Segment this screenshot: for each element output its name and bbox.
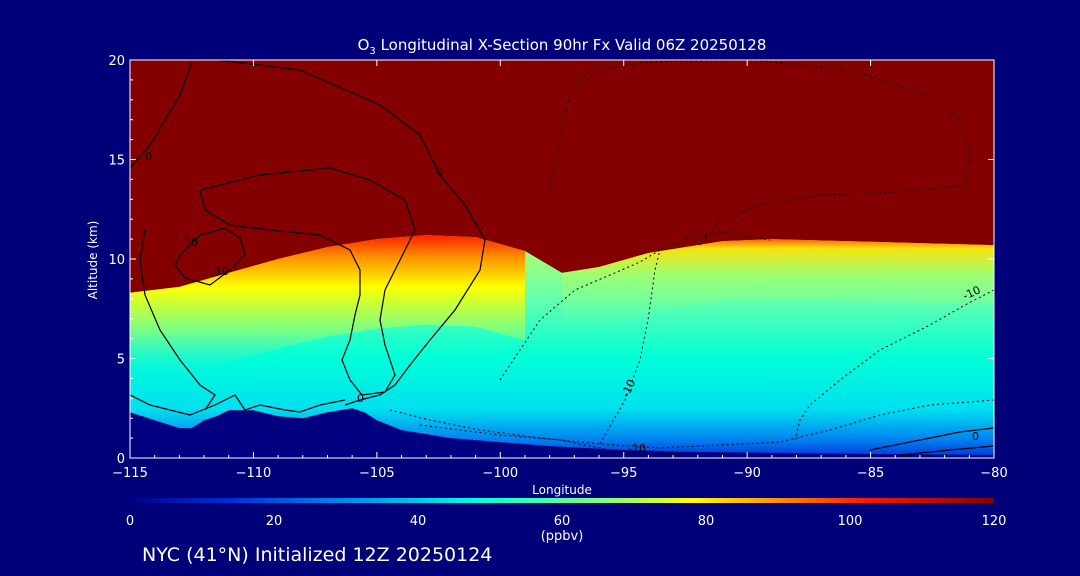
- x-axis-title: Longitude: [532, 483, 592, 497]
- x-tick-label: −100: [482, 466, 518, 481]
- east-transition-band: [562, 239, 994, 333]
- title-species: O: [358, 36, 370, 54]
- contour-minus-ten-low: [389, 399, 994, 449]
- contour-ten-inner: [174, 227, 246, 286]
- colorbar-tick-label: 120: [982, 514, 1007, 529]
- contour-zero-southwest-low: [130, 394, 346, 416]
- west-transition-band: [130, 235, 525, 383]
- contour-label-7: -10: [628, 442, 646, 455]
- colorbar-ticks: 0 20 40 60 80 100 120: [126, 514, 1007, 529]
- contour-label-2: 0: [357, 392, 364, 405]
- y-tick-label: 15: [108, 154, 125, 169]
- terrain-mask: [130, 408, 994, 458]
- title-rest: Longitudinal X-Section 90hr Fx Valid 06Z…: [376, 36, 767, 54]
- y-tick-label: 0: [117, 452, 125, 467]
- x-axis: −115 −110 −105 −100 −95 −90 −85 −80: [112, 60, 1008, 481]
- contour-lines: [130, 60, 994, 456]
- colorbar-tick-label: 100: [838, 514, 863, 529]
- contour-zero-east: [869, 427, 994, 451]
- contour-minus-ten-bottom: [419, 424, 681, 456]
- colorbar-unit: (ppbv): [541, 529, 584, 544]
- colorbar-tick-label: 0: [126, 514, 134, 529]
- colorbar-tick-label: 40: [410, 514, 427, 529]
- footer-caption: NYC (41°N) Initialized 12Z 20250124: [142, 544, 492, 566]
- x-tick-label: −85: [857, 466, 884, 481]
- y-axis-title: Altitude (km): [86, 221, 100, 300]
- x-tick-label: −95: [610, 466, 637, 481]
- x-tick-label: −105: [359, 466, 395, 481]
- y-axis: 0 5 10 15 20: [108, 54, 994, 467]
- y-tick-label: 10: [108, 253, 125, 268]
- x-tick-label: −110: [236, 466, 272, 481]
- contour-lines-negative: [389, 60, 994, 456]
- colorbar: [130, 498, 994, 503]
- contour-label-3: 10: [184, 236, 198, 249]
- y-tick-label: 20: [108, 54, 125, 69]
- colorbar-tick-label: 20: [266, 514, 283, 529]
- chart-title: O3 Longitudinal X-Section 90hr Fx Valid …: [358, 36, 767, 57]
- x-tick-label: −80: [980, 466, 1007, 481]
- contour-ten-outer: [199, 167, 416, 396]
- title-species-subscript: 3: [369, 46, 375, 57]
- contour-minus-ten-mid: [499, 231, 771, 381]
- contour-minus-ten-top: [549, 60, 971, 246]
- colorbar-tick-label: 60: [554, 514, 571, 529]
- contour-zero-east-low: [899, 445, 994, 456]
- contour-label-1: 0: [436, 165, 443, 178]
- colorbar-tick-label: 80: [698, 514, 715, 529]
- contour-zero-southwest: [139, 229, 216, 411]
- contour-label-0: 0: [145, 150, 152, 163]
- x-tick-label: −90: [733, 466, 760, 481]
- x-tick-label: −115: [112, 466, 148, 481]
- contour-zero-west: [130, 61, 193, 169]
- contour-label-8: 0: [972, 430, 979, 443]
- plot-area: 0 0 0 10 10 -10 -10 -10 0: [130, 60, 994, 458]
- contour-label-4: 10: [215, 265, 229, 278]
- y-tick-label: 5: [117, 353, 125, 368]
